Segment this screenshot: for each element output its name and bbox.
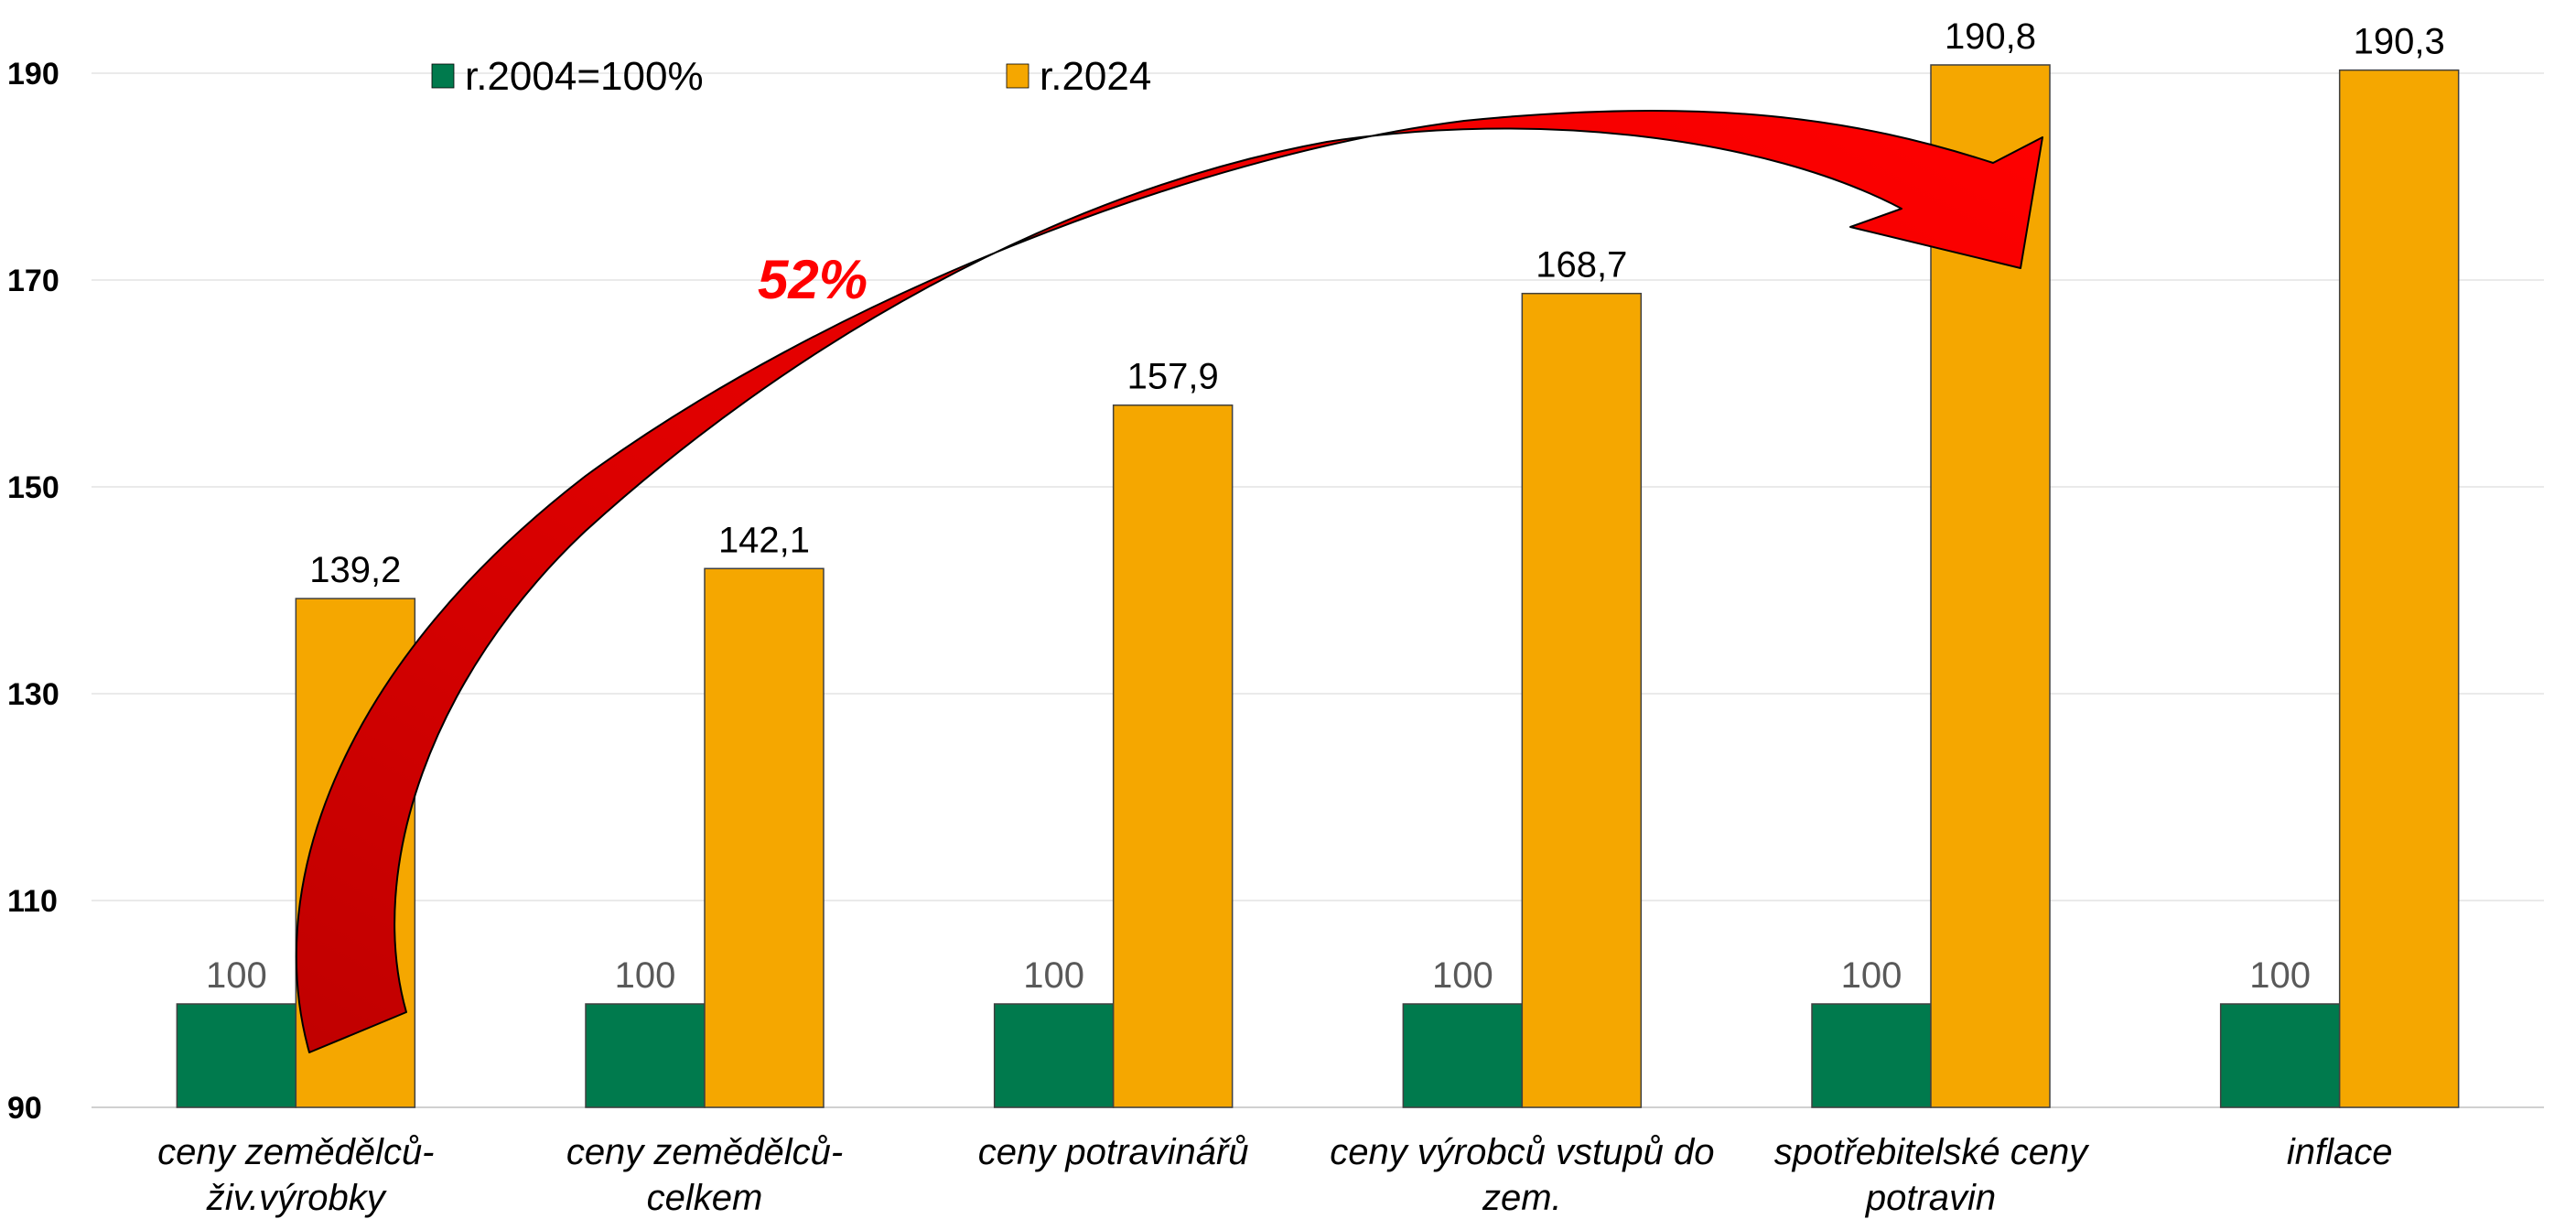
x-category-label: ceny potravinářů — [978, 1132, 1249, 1172]
x-category-label: ceny zemědělců- — [566, 1132, 843, 1172]
data-label-series-2: 190,8 — [1945, 16, 2036, 57]
data-label-series-1: 100 — [206, 955, 267, 996]
bar-series-2 — [1521, 292, 1643, 1108]
data-label-series-2: 139,2 — [309, 550, 401, 590]
legend-label-series-2: r.2024 — [1040, 54, 1151, 99]
data-label-series-1: 100 — [1023, 955, 1084, 996]
bar-series-2 — [1112, 404, 1234, 1108]
y-tick-label: 150 — [7, 470, 59, 505]
bar-series-1 — [585, 1003, 706, 1108]
x-category-label: ceny výrobců vstupů do — [1330, 1132, 1714, 1172]
growth-annotation: 52% — [295, 109, 2043, 1053]
bar-series-1 — [1811, 1003, 1932, 1108]
x-category-label: inflace — [2287, 1132, 2393, 1172]
bar-series-1 — [993, 1003, 1115, 1108]
growth-percentage-label: 52% — [758, 249, 868, 310]
x-category-label: spotřebitelské ceny — [1774, 1132, 2090, 1172]
legend-swatch-series-1 — [431, 63, 455, 89]
bar-series-1 — [2219, 1003, 2341, 1108]
legend-label-series-1: r.2004=100% — [465, 54, 704, 99]
bar-series-2 — [704, 567, 825, 1108]
bar-series-2 — [2338, 69, 2460, 1108]
data-label-series-2: 142,1 — [718, 520, 810, 560]
legend-swatch-series-2 — [1006, 63, 1029, 89]
y-tick-label: 130 — [7, 677, 59, 712]
data-label-series-2: 168,7 — [1536, 245, 1627, 286]
y-tick-label: 190 — [7, 57, 59, 92]
data-label-series-1: 100 — [2249, 955, 2311, 996]
y-tick-label: 170 — [7, 264, 59, 298]
y-tick-label: 110 — [7, 884, 58, 919]
data-label-series-1: 100 — [1432, 955, 1493, 996]
data-label-series-2: 157,9 — [1127, 357, 1219, 397]
data-label-series-1: 100 — [615, 955, 676, 996]
y-tick-label: 90 — [7, 1091, 42, 1126]
x-category-label: zem. — [1482, 1178, 1562, 1218]
x-axis: ceny zemědělců-živ.výrobky ceny zemědělců… — [157, 1132, 2392, 1218]
x-category-label: ceny zemědělců- — [157, 1132, 434, 1172]
data-labels: 100 139,2 100 142,1 100 157,9 100 168,7 100 190,8… — [206, 16, 2445, 996]
bar-series-1 — [176, 1003, 297, 1108]
x-category-label: živ.výrobky — [206, 1178, 388, 1218]
y-axis: 90 110 130 150 170 190 — [7, 57, 59, 1126]
legend: r.2004=100% r.2024 — [431, 54, 1151, 99]
x-category-label: potravin — [1865, 1178, 1996, 1218]
gridlines — [92, 72, 2544, 1108]
data-label-series-2: 190,3 — [2354, 22, 2445, 62]
x-category-label: celkem — [647, 1178, 763, 1218]
data-label-series-1: 100 — [1841, 955, 1902, 996]
curved-arrow — [295, 109, 2043, 1053]
bar-series-1 — [1402, 1003, 1524, 1108]
